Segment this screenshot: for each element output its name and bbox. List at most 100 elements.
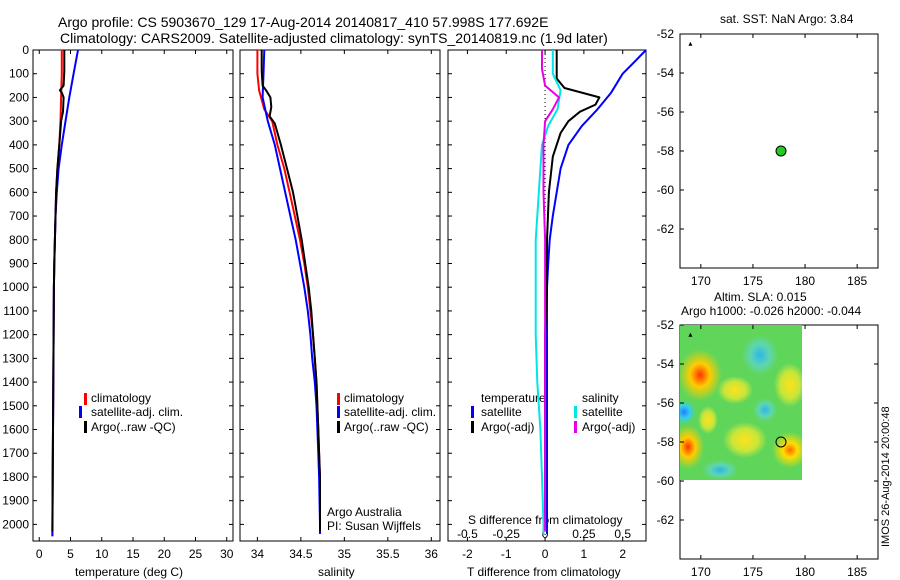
y-tick-label: 0 <box>22 43 29 57</box>
legend-swatch-satellite <box>337 406 340 418</box>
y-tick-label: 1500 <box>2 399 29 413</box>
legend-label: Argo(-adj) <box>481 420 534 434</box>
legend-swatch-climatology <box>337 393 340 405</box>
series-line <box>546 49 647 534</box>
x-tick-label: -2 <box>462 547 473 561</box>
legend-title-temperature: temperature <box>481 391 546 405</box>
y-tick-label: -60 <box>657 474 675 488</box>
y-tick-label: -54 <box>657 357 675 371</box>
y-tick-label: 500 <box>9 162 29 176</box>
series-line <box>51 49 79 537</box>
y-tick-label: 1800 <box>2 470 29 484</box>
legend-swatch-sal-satellite <box>574 406 577 418</box>
y-tick-label: 1100 <box>3 304 29 318</box>
legend-label: climatology <box>344 391 404 405</box>
y-tick-label: 200 <box>9 90 29 104</box>
x-axis-label-salinity: salinity <box>318 565 355 579</box>
y-tick-label: 1400 <box>2 375 29 389</box>
sla-heatmap <box>680 325 802 480</box>
x-tick-label: 34.5 <box>289 547 313 561</box>
s-tick-label: 0.25 <box>572 527 596 541</box>
legend-label: Argo(..raw -QC) <box>344 420 429 434</box>
y-tick-label: -56 <box>657 396 675 410</box>
series-line <box>256 50 321 534</box>
y-tick-label: 600 <box>9 185 29 199</box>
legend-label: satellite <box>481 405 522 419</box>
legend-label: satellite-adj. clim. <box>91 405 183 419</box>
y-tick-label: 100 <box>9 67 29 81</box>
x-tick-label: 10 <box>95 547 109 561</box>
y-tick-label: 1200 <box>2 328 29 342</box>
chart-marks: 0 5 10 15 20 25 300100200300400500600700800900… <box>2 27 878 579</box>
x-tick-label: 180 <box>795 274 815 288</box>
legend-swatch-sal-argo <box>574 421 577 433</box>
series-line <box>541 50 560 532</box>
sla-map-subtitle: Argo h1000: -0.026 h2000: -0.044 <box>681 304 861 318</box>
y-tick-label: -60 <box>657 183 675 197</box>
x-tick-label: 175 <box>743 565 763 579</box>
header-line-2: Climatology: CARS2009. Satellite-adjuste… <box>60 30 608 46</box>
x-axis-label-temperature: temperature (deg C) <box>75 565 183 579</box>
s-tick-label: -0.25 <box>493 527 521 541</box>
difference-legend: temperature satellite Argo(-adj) salinit… <box>468 391 635 527</box>
s-tick-label: 0.5 <box>614 527 631 541</box>
annotation-institution: Argo Australia <box>327 505 402 519</box>
x-tick-label: 20 <box>158 547 172 561</box>
y-tick-label: 700 <box>9 209 29 223</box>
x-tick-label: 185 <box>847 274 867 288</box>
legend-title-salinity: salinity <box>582 391 619 405</box>
y-tick-label: -54 <box>657 66 675 80</box>
x-tick-label: 30 <box>220 547 234 561</box>
y-tick-label: -56 <box>657 105 675 119</box>
x-tick-label: 2 <box>619 547 626 561</box>
y-tick-label: -52 <box>657 318 675 332</box>
y-tick-label: -58 <box>657 435 675 449</box>
legend-swatch-argo <box>337 421 340 433</box>
x-tick-label: 0 <box>542 547 549 561</box>
series-line <box>51 50 66 532</box>
y-tick-label: 2000 <box>2 517 29 531</box>
y-tick-label: 300 <box>9 114 29 128</box>
x-tick-label: 185 <box>847 565 867 579</box>
y-tick-label: 1300 <box>2 351 29 365</box>
legend-label: satellite-adj. clim. <box>344 405 436 419</box>
y-tick-label: -52 <box>657 27 675 41</box>
legend-swatch-temp-argo <box>471 421 474 433</box>
s-tick-label: -0.5 <box>457 527 478 541</box>
legend-swatch-climatology <box>84 393 87 405</box>
sla-map-title: Altim. SLA: 0.015 <box>714 290 807 304</box>
x-tick-label: 1 <box>581 547 588 561</box>
temperature-legend: climatology satellite-adj. clim. Argo(..… <box>79 391 183 434</box>
difference-panel <box>447 49 647 542</box>
legend-label: Argo(..raw -QC) <box>91 420 176 434</box>
y-tick-label: 1900 <box>2 494 29 508</box>
legend-swatch-temp-satellite <box>471 406 474 418</box>
corner-marker <box>688 332 693 337</box>
temperature-panel <box>32 49 234 542</box>
legend-label: Argo(-adj) <box>582 420 635 434</box>
x-tick-label: 0 <box>36 547 43 561</box>
y-tick-label: 1000 <box>2 280 29 294</box>
series-line <box>544 50 601 532</box>
x-tick-label: 35 <box>338 547 352 561</box>
profile-location-marker <box>775 145 787 157</box>
x-tick-label: -1 <box>501 547 512 561</box>
y-tick-label: 400 <box>9 138 29 152</box>
x-tick-label: 170 <box>691 274 711 288</box>
x-tick-label: 15 <box>126 547 140 561</box>
y-tick-label: 800 <box>9 233 29 247</box>
legend-label: climatology <box>91 391 151 405</box>
salinity-panel <box>239 49 441 542</box>
x-tick-label: 35.5 <box>376 547 400 561</box>
y-tick-label: -62 <box>657 513 675 527</box>
y-tick-label: -58 <box>657 144 675 158</box>
y-tick-label: -62 <box>657 222 675 236</box>
y-tick-label: 900 <box>9 256 29 270</box>
x-tick-label: 170 <box>691 565 711 579</box>
x-tick-label: 175 <box>743 274 763 288</box>
series-line <box>261 49 321 534</box>
x-tick-label: 5 <box>67 547 74 561</box>
series-line <box>260 50 321 532</box>
annotation-pi: PI: Susan Wijffels <box>327 519 421 533</box>
